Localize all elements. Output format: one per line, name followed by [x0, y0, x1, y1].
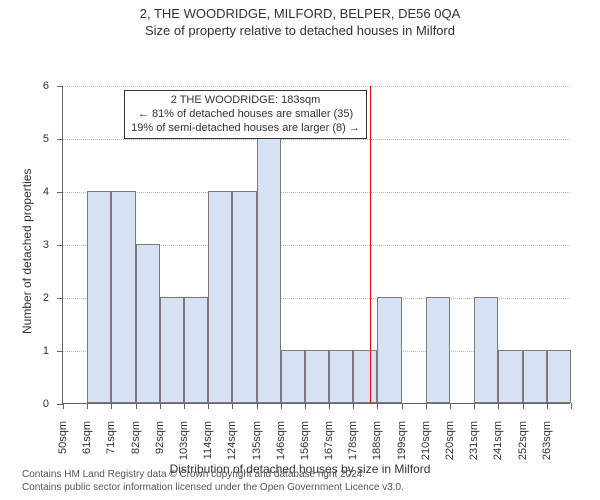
- y-tick-label: 3: [43, 239, 63, 251]
- histogram-bar: [377, 297, 401, 403]
- histogram-bar: [87, 191, 111, 403]
- gridline: [63, 192, 570, 193]
- x-tick-label: 263sqm: [541, 409, 553, 460]
- x-tick-label: 231sqm: [468, 409, 480, 460]
- chart-titles: 2, THE WOODRIDGE, MILFORD, BELPER, DE56 …: [0, 0, 600, 38]
- histogram-bar: [160, 297, 184, 403]
- histogram-bar: [426, 297, 450, 403]
- histogram-bar: [232, 191, 256, 403]
- y-axis-label: Number of detached properties: [20, 169, 34, 334]
- marker-line: [370, 86, 371, 403]
- annotation-line3: 19% of semi-detached houses are larger (…: [131, 122, 360, 136]
- histogram-bar: [111, 191, 135, 403]
- x-tick-label: 114sqm: [202, 409, 214, 459]
- y-tick-label: 2: [43, 292, 63, 304]
- y-tick-label: 4: [43, 186, 63, 198]
- histogram-bar: [184, 297, 208, 403]
- x-tick-label: 188sqm: [371, 409, 383, 460]
- x-tick-label: 199sqm: [396, 409, 408, 460]
- x-tick-label: 71sqm: [105, 409, 117, 454]
- x-tick-mark: [571, 403, 572, 409]
- histogram-bar: [305, 350, 329, 403]
- histogram-bar: [547, 350, 571, 403]
- y-tick-label: 1: [43, 345, 63, 357]
- footer-attribution: Contains HM Land Registry data © Crown c…: [22, 468, 404, 494]
- x-tick-label: 103sqm: [178, 409, 190, 460]
- histogram-bar: [329, 350, 353, 403]
- histogram-bar: [257, 138, 281, 403]
- histogram-bar: [208, 191, 232, 403]
- annotation-line2: ← 81% of detached houses are smaller (35…: [131, 108, 360, 122]
- x-tick-label: 82sqm: [130, 409, 142, 454]
- chart-title-line2: Size of property relative to detached ho…: [0, 23, 600, 38]
- x-tick-label: 178sqm: [347, 409, 359, 460]
- x-tick-label: 146sqm: [275, 409, 287, 460]
- histogram-bar: [281, 350, 305, 403]
- y-tick-label: 6: [43, 80, 63, 92]
- x-tick-label: 61sqm: [81, 409, 93, 454]
- x-tick-label: 124sqm: [226, 409, 238, 460]
- gridline: [63, 86, 570, 87]
- x-tick-label: 50sqm: [57, 409, 69, 454]
- x-tick-label: 220sqm: [444, 409, 456, 460]
- histogram-bar: [523, 350, 547, 403]
- footer-line1: Contains HM Land Registry data © Crown c…: [22, 468, 404, 481]
- plot-area: 012345650sqm61sqm71sqm82sqm92sqm103sqm11…: [62, 86, 570, 404]
- x-tick-label: 135sqm: [251, 409, 263, 460]
- x-tick-label: 167sqm: [323, 409, 335, 460]
- histogram-bar: [474, 297, 498, 403]
- x-tick-label: 252sqm: [517, 409, 529, 460]
- histogram-bar: [136, 244, 160, 403]
- y-tick-label: 5: [43, 133, 63, 145]
- annotation-line1: 2 THE WOODRIDGE: 183sqm: [131, 94, 360, 108]
- x-tick-label: 156sqm: [299, 409, 311, 460]
- x-tick-label: 241sqm: [492, 409, 504, 460]
- annotation-box: 2 THE WOODRIDGE: 183sqm← 81% of detached…: [124, 90, 367, 139]
- histogram-bar: [353, 350, 377, 403]
- histogram-bar: [498, 350, 522, 403]
- footer-line2: Contains public sector information licen…: [22, 481, 404, 494]
- x-tick-label: 210sqm: [420, 409, 432, 460]
- chart-title-line1: 2, THE WOODRIDGE, MILFORD, BELPER, DE56 …: [0, 6, 600, 21]
- x-tick-label: 92sqm: [154, 409, 166, 454]
